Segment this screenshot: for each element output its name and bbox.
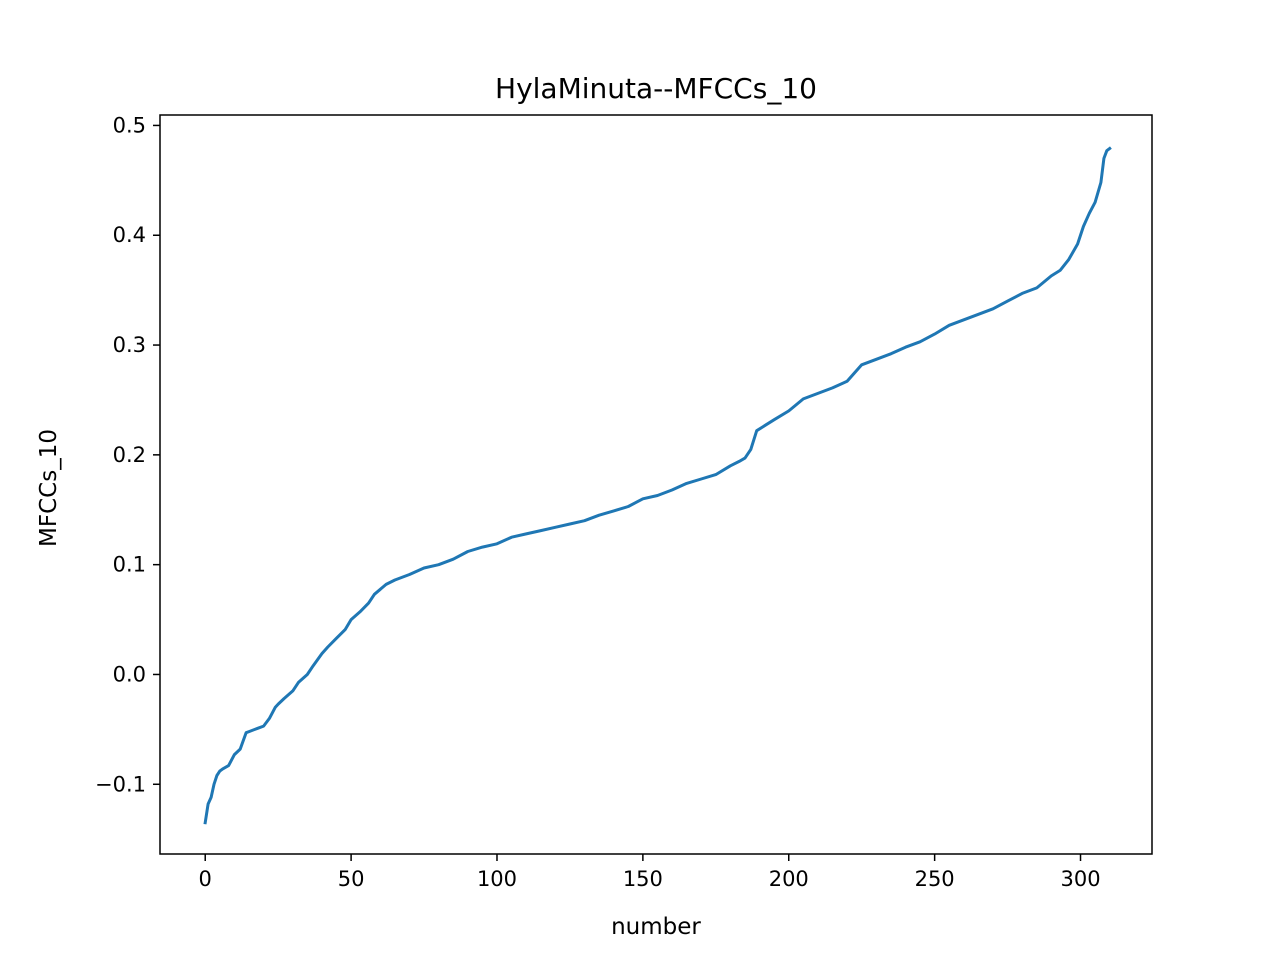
x-tick-label: 150: [623, 867, 663, 891]
y-tick-label: 0.0: [113, 662, 146, 686]
y-tick-label: 0.1: [113, 553, 146, 577]
x-tick-label: 100: [477, 867, 517, 891]
series-line: [203, 146, 1112, 825]
x-tick-label: 50: [338, 867, 365, 891]
x-tick-label: 300: [1060, 867, 1100, 891]
x-tick-label: 0: [199, 867, 212, 891]
x-tick-label: 250: [915, 867, 955, 891]
y-tick-label: 0.3: [113, 333, 146, 357]
y-tick-label: 0.2: [113, 443, 146, 467]
y-tick-label: −0.1: [95, 772, 146, 796]
y-tick-label: 0.5: [113, 113, 146, 137]
x-tick-label: 200: [769, 867, 809, 891]
y-axis-label: MFCCs_10: [36, 429, 62, 547]
plot-frame: [159, 114, 1153, 855]
chart-title: HylaMinuta--MFCCs_10: [495, 72, 817, 105]
axis-ticks: 0 50 100 150 200 250 300 −0.1 0.0 0.1 0.2 0.3 0.4 0.5: [95, 113, 1101, 891]
x-axis-label: number: [611, 914, 701, 940]
plot-area: [203, 146, 1112, 825]
y-tick-label: 0.4: [113, 223, 146, 247]
